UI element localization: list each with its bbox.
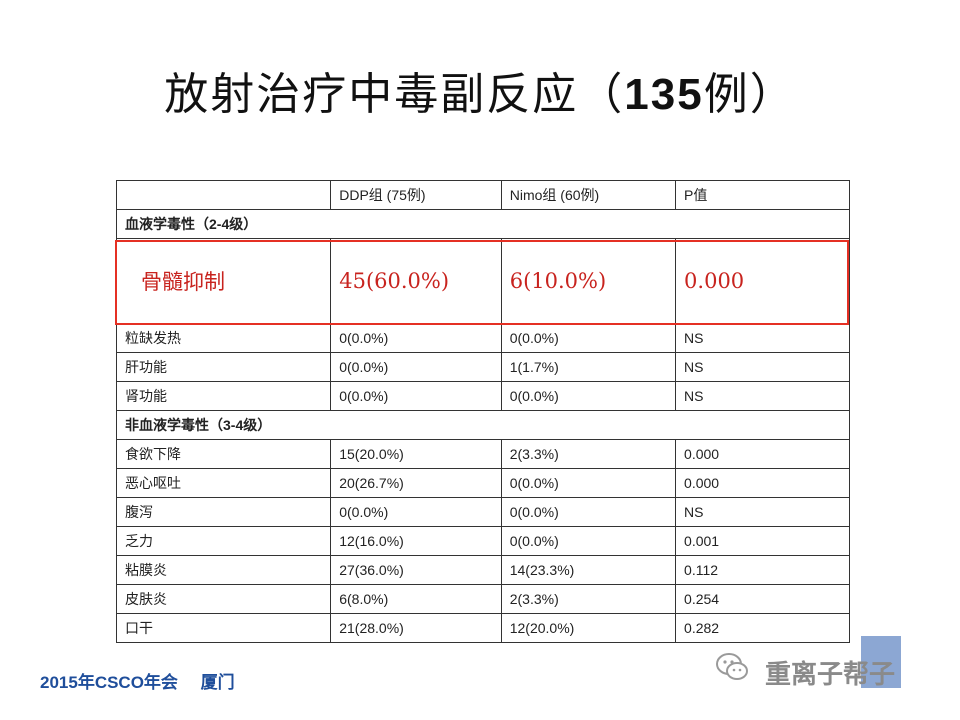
table-cell: 12(16.0%)	[330, 526, 502, 556]
table-cell: 皮肤炎	[115, 584, 332, 614]
section-row-hematologic: 血液学毒性（2-4级）	[116, 209, 850, 239]
footer-city: 厦门	[200, 673, 235, 692]
table-row: 口干 21(28.0%) 12(20.0%) 0.282	[115, 613, 850, 643]
table-cell: NS	[675, 381, 850, 411]
table-cell: 0(0.0%)	[500, 526, 677, 556]
title-count: 135	[624, 70, 704, 119]
footer-event: 2015年CSCO年会	[40, 673, 178, 692]
table-cell: 2(3.3%)	[500, 584, 677, 614]
table-cell: 0.112	[675, 555, 850, 585]
table-cell: 恶心呕吐	[115, 468, 332, 498]
watermark: 重离子帮子	[715, 636, 925, 696]
table-cell: 肾功能	[115, 381, 332, 411]
section-label: 血液学毒性（2-4级）	[116, 209, 850, 239]
table-row: 乏力 12(16.0%) 0(0.0%) 0.001	[115, 526, 850, 556]
table-cell: 0(0.0%)	[500, 381, 677, 411]
table-cell: 0(0.0%)	[330, 352, 502, 382]
highlight-row: 骨髓抑制 45(60.0%) 6(10.0%) 0.000	[115, 238, 850, 324]
table-row: 皮肤炎 6(8.0%) 2(3.3%) 0.254	[115, 584, 850, 614]
table-cell: 1(1.7%)	[500, 352, 677, 382]
header-cell	[115, 180, 332, 210]
header-cell: Nimo组 (60例)	[500, 180, 677, 210]
table-cell: 0(0.0%)	[330, 381, 502, 411]
table-cell: 2(3.3%)	[500, 439, 677, 469]
table-cell: 粘膜炎	[115, 555, 332, 585]
table-cell: 0(0.0%)	[500, 497, 677, 527]
table-cell: 腹泻	[115, 497, 332, 527]
toxicity-table: DDP组 (75例) Nimo组 (60例) P值 血液学毒性（2-4级） 骨髓…	[115, 180, 850, 643]
header-cell: P值	[675, 180, 850, 210]
section-row-nonhematologic: 非血液学毒性（3-4级）	[116, 410, 850, 440]
table-cell: 0.000	[675, 468, 850, 498]
table-row: 恶心呕吐 20(26.7%) 0(0.0%) 0.000	[115, 468, 850, 498]
table-cell: 14(23.3%)	[500, 555, 677, 585]
title-main: 放射治疗中毒副反应（	[164, 69, 625, 120]
table-row: 肾功能 0(0.0%) 0(0.0%) NS	[115, 381, 850, 411]
watermark-badge	[861, 636, 901, 688]
table-cell: 12(20.0%)	[500, 613, 677, 643]
table-cell: 27(36.0%)	[330, 555, 502, 585]
table-row: 食欲下降 15(20.0%) 2(3.3%) 0.000	[115, 439, 850, 469]
table-cell: NS	[675, 497, 850, 527]
table-cell: 骨髓抑制	[115, 238, 332, 324]
table-header-row: DDP组 (75例) Nimo组 (60例) P值	[115, 180, 850, 210]
table-cell: 粒缺发热	[115, 323, 332, 353]
table-cell: 食欲下降	[115, 439, 332, 469]
table-cell: 45(60.0%)	[330, 238, 502, 324]
watermark-text: 重离子帮子	[765, 660, 896, 690]
table-cell: 15(20.0%)	[330, 439, 502, 469]
table-cell: 0(0.0%)	[330, 323, 502, 353]
table-cell: 0(0.0%)	[330, 497, 502, 527]
table-cell: 口干	[115, 613, 332, 643]
title-suffix: 例）	[703, 69, 796, 120]
wechat-icon	[716, 653, 748, 680]
header-cell: DDP组 (75例)	[330, 180, 502, 210]
table-cell: NS	[675, 323, 850, 353]
table-cell: 0.282	[675, 613, 850, 643]
table-cell: 乏力	[115, 526, 332, 556]
table-cell: 0.001	[675, 526, 850, 556]
table-row: 腹泻 0(0.0%) 0(0.0%) NS	[115, 497, 850, 527]
table-cell: 0(0.0%)	[500, 468, 677, 498]
table-cell: 0.000	[675, 238, 850, 324]
table-cell: 0.254	[675, 584, 850, 614]
footer: 2015年CSCO年会 厦门	[40, 668, 253, 693]
table-cell: 6(8.0%)	[330, 584, 502, 614]
table-cell: NS	[675, 352, 850, 382]
slide-title: 放射治疗中毒副反应（135例）	[0, 58, 960, 122]
table-row: 肝功能 0(0.0%) 1(1.7%) NS	[115, 352, 850, 382]
table-cell: 0(0.0%)	[500, 323, 677, 353]
table-cell: 0.000	[675, 439, 850, 469]
table-cell: 21(28.0%)	[330, 613, 502, 643]
section-label: 非血液学毒性（3-4级）	[116, 410, 850, 440]
table-row: 粒缺发热 0(0.0%) 0(0.0%) NS	[115, 323, 850, 353]
table-cell: 6(10.0%)	[500, 238, 677, 324]
table-cell: 20(26.7%)	[330, 468, 502, 498]
table-row: 粘膜炎 27(36.0%) 14(23.3%) 0.112	[115, 555, 850, 585]
table-cell: 肝功能	[115, 352, 332, 382]
